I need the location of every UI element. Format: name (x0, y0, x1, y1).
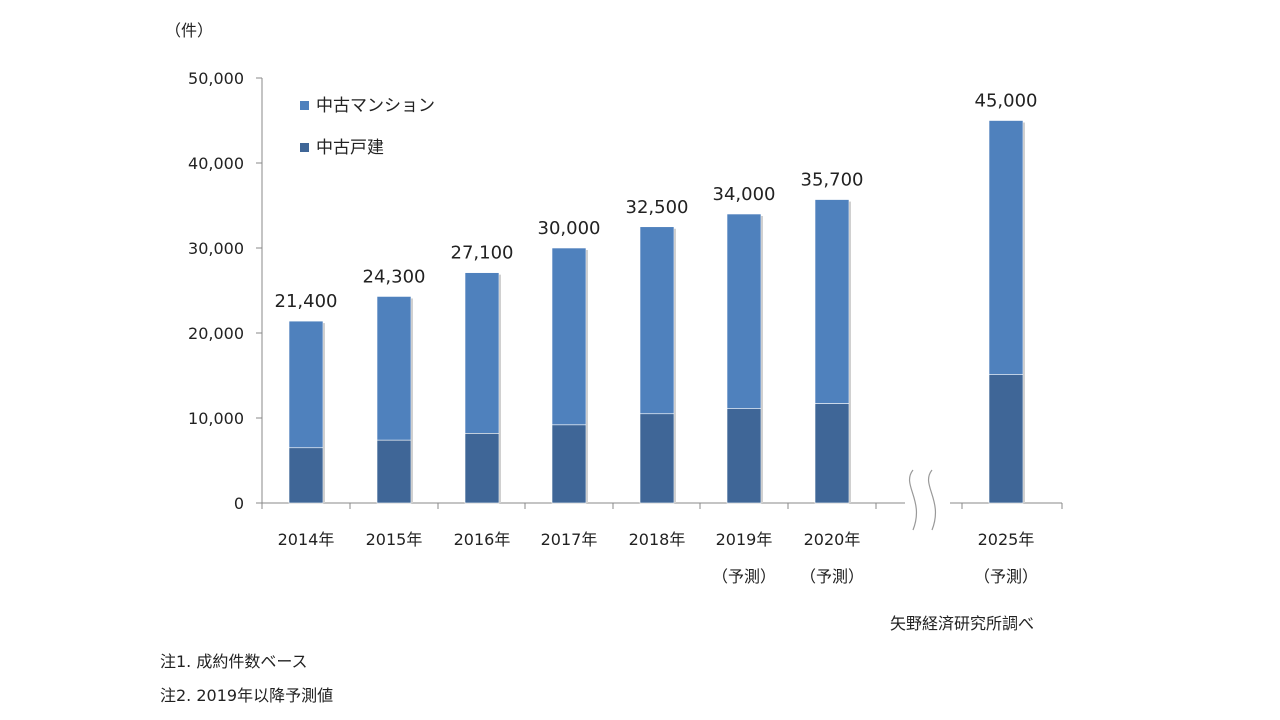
bar-segment (464, 432, 500, 504)
bar-shadow (323, 323, 325, 503)
bar-segment (639, 413, 675, 504)
bar-segment (376, 296, 412, 441)
bar-total-label: 32,500 (626, 197, 689, 218)
note-2: 注2. 2019年以降予測値 (160, 686, 334, 705)
bar-shadow (411, 298, 413, 503)
bar-segment (639, 226, 675, 415)
y-tick-label: 20,000 (188, 324, 244, 343)
bar-shadow (849, 201, 851, 504)
x-tick-label: 2017年 (541, 530, 598, 549)
legend-label: 中古戸建 (316, 138, 384, 158)
legend-label: 中古マンション (316, 96, 435, 116)
bar-total-label: 34,000 (713, 184, 776, 205)
stacked-bar-chart: （件） 0 10,000 20,000 30,000 40,000 50,000 21,4… (165, 21, 1063, 586)
x-tick-sublabel: （予測） (712, 567, 776, 586)
bars (288, 120, 1025, 504)
bar-total-label: 30,000 (538, 218, 601, 239)
bar-shadow (586, 250, 588, 503)
x-axis (261, 502, 1063, 509)
x-tick-sublabel: （予測） (974, 567, 1038, 586)
y-tick-label: 0 (234, 494, 244, 513)
bar-total-label: 27,100 (451, 243, 514, 264)
y-tick-label: 10,000 (188, 409, 244, 428)
bar-segment (288, 447, 324, 504)
bar-shadow (499, 274, 501, 503)
y-tick-label: 40,000 (188, 154, 244, 173)
x-tick-label: 2018年 (629, 530, 686, 549)
note-1: 注1. 成約件数ベース (160, 652, 308, 671)
legend-swatch (300, 143, 309, 152)
bar-total-labels: 21,400 24,300 27,100 30,000 32,500 34,000 35,7… (275, 91, 1038, 313)
bar-total-label: 24,300 (363, 266, 426, 287)
bar-segment (551, 247, 587, 426)
bar-shadow (761, 216, 763, 503)
bar-segment (288, 320, 324, 449)
x-tick-label: 2025年 (978, 530, 1035, 549)
axis-break-mark (908, 469, 937, 531)
x-tick-label: 2020年 (804, 530, 861, 549)
bar-segment (988, 120, 1024, 375)
bar-segment (551, 424, 587, 504)
x-tick-label: 2014年 (278, 530, 335, 549)
x-tick-sublabel: （予測） (800, 567, 864, 586)
bar-segment (726, 213, 762, 409)
bar-segment (814, 199, 850, 404)
axis-break-line (927, 469, 937, 531)
y-axis-unit-label: （件） (165, 21, 213, 40)
x-axis-tick-labels: 2014年 2015年 2016年 2017年 2018年 2019年 （予測） 2020年 （… (278, 530, 1038, 586)
bar-segment (814, 403, 850, 504)
bar-shadow (1023, 122, 1025, 503)
bar-segment (376, 439, 412, 504)
bar-total-label: 21,400 (275, 291, 338, 312)
bar-total-label: 35,700 (801, 170, 864, 191)
y-axis: 0 10,000 20,000 30,000 40,000 50,000 (188, 69, 263, 513)
axis-break-line (908, 469, 918, 531)
x-tick-label: 2015年 (366, 530, 423, 549)
y-tick-label: 30,000 (188, 239, 244, 258)
x-tick-label: 2016年 (454, 530, 511, 549)
x-tick-label: 2019年 (716, 530, 773, 549)
bar-total-label: 45,000 (975, 91, 1038, 112)
source-credit: 矢野経済研究所調べ (890, 614, 1035, 633)
bar-segment (464, 272, 500, 434)
bar-segment (988, 374, 1024, 504)
y-tick-label: 50,000 (188, 69, 244, 88)
legend-swatch (300, 101, 309, 110)
bar-segment (726, 408, 762, 504)
bar-shadow (674, 228, 676, 503)
